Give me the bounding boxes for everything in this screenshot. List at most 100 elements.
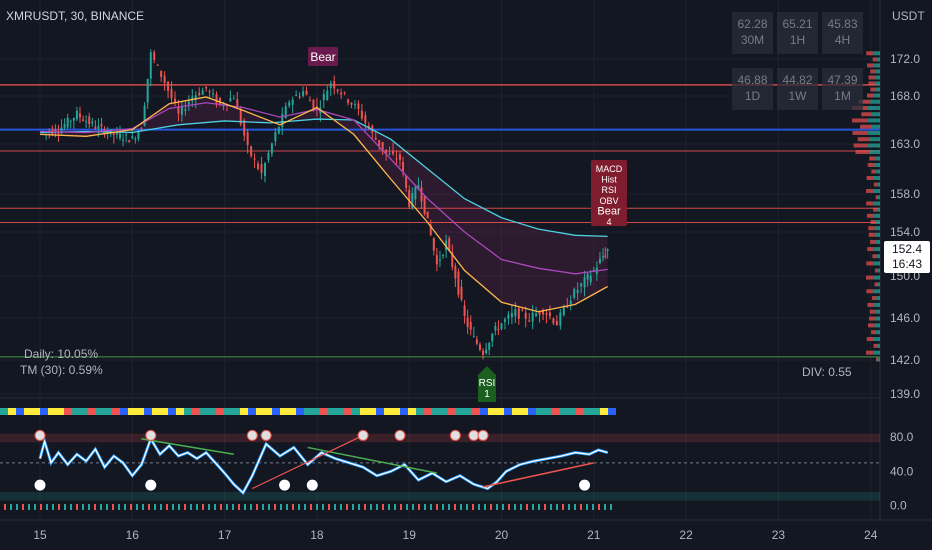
candle-body	[239, 108, 242, 125]
signal-histogram-bar	[178, 504, 180, 510]
signal-histogram-bar	[214, 504, 216, 510]
candle-body	[173, 98, 176, 103]
signal-histogram-bar	[484, 504, 486, 510]
candle-body	[469, 321, 472, 330]
candle-body	[562, 306, 565, 316]
signal-histogram-bar	[370, 504, 372, 510]
signal-histogram-bar	[22, 504, 24, 510]
signal-histogram-bar	[268, 504, 270, 510]
volume-profile-bar	[866, 189, 874, 193]
div-label: DIV: 0.55	[802, 365, 852, 379]
volume-profile-bar	[866, 337, 875, 342]
candle-body	[347, 99, 350, 103]
volume-profile-bar	[874, 63, 880, 68]
signal-histogram-bar	[274, 504, 276, 510]
candle-body	[488, 342, 491, 350]
volume-profile-bar	[867, 302, 875, 307]
signal-histogram-bar	[64, 504, 66, 510]
signal-histogram-bar	[346, 504, 348, 510]
trend-strip-segment	[168, 408, 176, 415]
trend-strip-segment	[584, 408, 592, 415]
bear-signal-label: Bear	[310, 50, 335, 64]
trend-strip-segment	[136, 408, 144, 415]
signal-histogram-bar	[562, 504, 564, 510]
candle-body	[364, 115, 367, 123]
candle-body	[343, 92, 346, 94]
candle-body	[559, 312, 562, 326]
volume-profile-bar	[868, 81, 875, 86]
volume-profile-bar	[874, 337, 880, 342]
candle-body	[229, 97, 232, 102]
signal-histogram-bar	[88, 504, 90, 510]
signal-histogram-bar	[466, 504, 468, 510]
signal-histogram-bar	[424, 504, 426, 510]
trend-strip-segment	[40, 408, 48, 415]
signal-marker-icon	[357, 429, 369, 441]
candle-body	[580, 283, 583, 287]
candle-body	[478, 344, 481, 350]
candle-body	[177, 106, 180, 114]
volume-profile-bar	[873, 343, 878, 348]
candle-body	[60, 127, 63, 133]
candle-body	[463, 305, 466, 317]
volume-profile-bar	[852, 118, 868, 123]
candle-body	[514, 309, 517, 317]
candle-body	[78, 113, 81, 118]
trend-strip-segment	[472, 408, 480, 415]
trend-strip-segment	[440, 408, 448, 415]
candle-body	[333, 81, 336, 89]
trend-strip-segment	[304, 408, 312, 415]
stat-cell: 45.83 4H	[822, 12, 863, 54]
volume-profile-bar	[867, 63, 875, 68]
stat-timeframe: 1W	[788, 89, 807, 103]
candle-body	[160, 70, 163, 77]
trend-strip-segment	[160, 408, 168, 415]
candle-body	[507, 314, 510, 319]
stat-timeframe: 1M	[834, 89, 851, 103]
trend-strip-segment	[312, 408, 320, 415]
time-axis-tick-label: 17	[218, 528, 232, 542]
candle-body	[250, 146, 253, 157]
signal-histogram-bar	[34, 504, 36, 510]
trend-strip-segment	[320, 408, 328, 415]
signal-histogram-bar	[478, 504, 480, 510]
signal-histogram-bar	[202, 504, 204, 510]
volume-profile-bar	[866, 350, 874, 355]
signal-histogram-bar	[610, 504, 612, 510]
price-axis-tick-label: 168.0	[890, 89, 920, 103]
volume-profile-bar	[878, 357, 880, 362]
trend-strip-segment	[64, 408, 72, 415]
candle-body	[308, 100, 311, 102]
trend-strip-segment	[144, 408, 152, 415]
volume-profile-bar	[867, 118, 880, 123]
trend-strip-segment	[176, 408, 184, 415]
candle-body	[288, 102, 291, 106]
signal-histogram-bar	[130, 504, 132, 510]
volume-profile-bar	[866, 51, 874, 56]
signal-histogram-bar	[532, 504, 534, 510]
trend-strip-segment	[128, 408, 136, 415]
volume-profile-bar	[877, 268, 880, 273]
currency-label: USDT	[892, 9, 925, 23]
candle-body	[146, 78, 149, 103]
signal-histogram-bar	[352, 504, 354, 510]
signal-histogram-bar	[118, 504, 120, 510]
trend-strip-segment	[288, 408, 296, 415]
candle-body	[184, 109, 187, 111]
volume-profile-bar	[876, 207, 880, 212]
stat-value: 45.83	[827, 17, 858, 31]
trend-strip-segment	[488, 408, 496, 415]
trend-strip-segment	[456, 408, 464, 415]
candle-body	[215, 94, 218, 105]
trend-strip-segment	[576, 408, 584, 415]
signal-histogram-bar	[364, 504, 366, 510]
signal-histogram-bar	[598, 504, 600, 510]
trend-strip-segment	[536, 408, 544, 415]
signal-histogram-bar	[82, 504, 84, 510]
stat-timeframe: 1D	[744, 89, 761, 103]
candle-body	[417, 184, 420, 190]
trend-strip-segment	[32, 408, 40, 415]
symbol-legend[interactable]: XMRUSDT, 30, BINANCE	[6, 9, 145, 23]
candle-body	[54, 129, 57, 134]
